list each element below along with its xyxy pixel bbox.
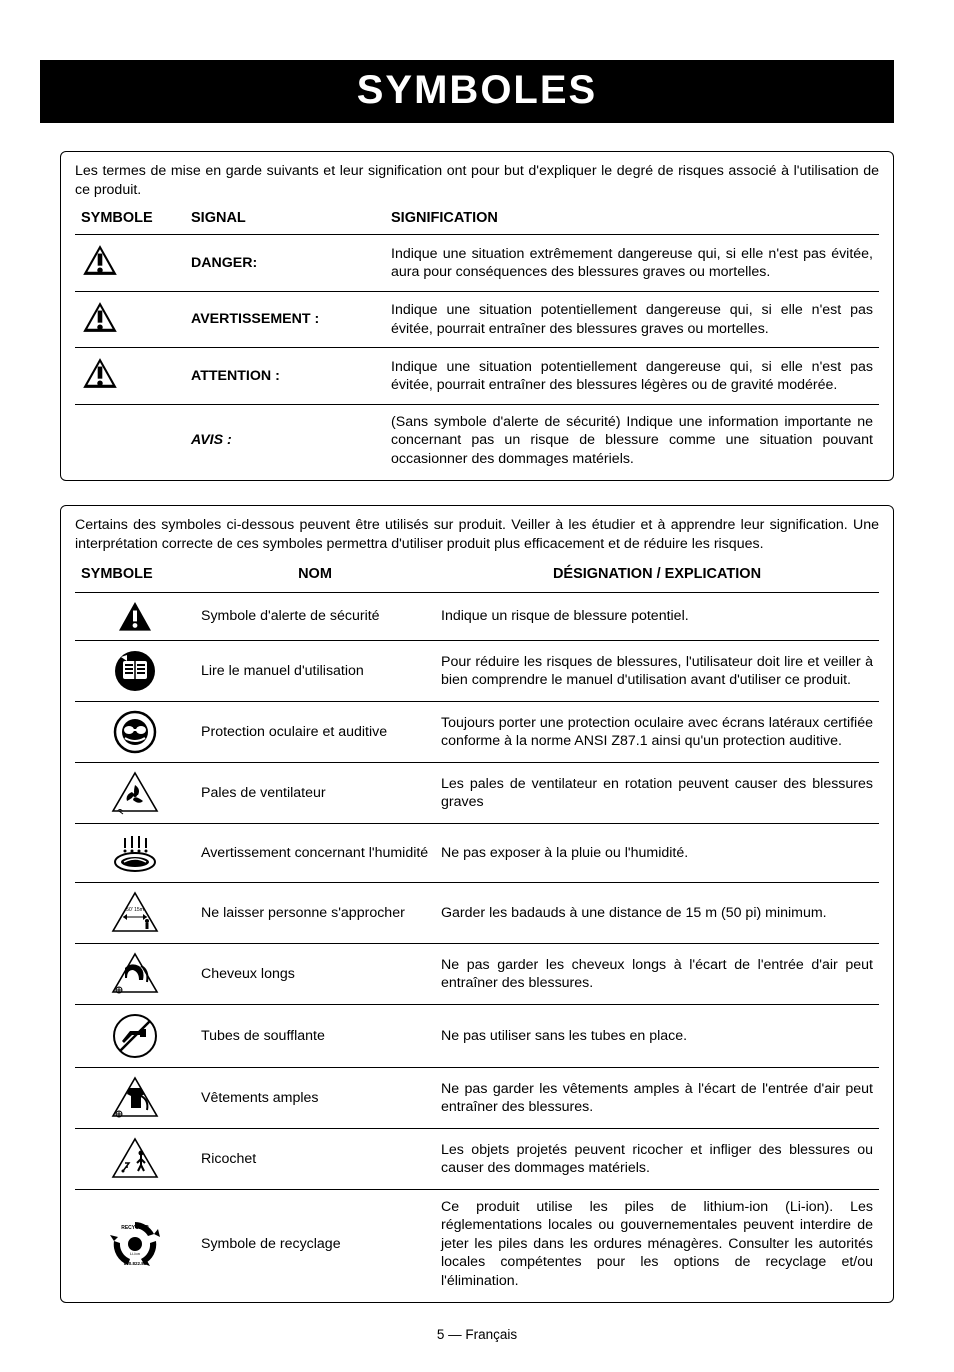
symbol-description: Ne pas garder les cheveux longs à l'écar…	[435, 944, 879, 1005]
symbol-name: Symbole d'alerte de sécurité	[195, 593, 435, 641]
svg-text:Li-Ion: Li-Ion	[130, 1251, 140, 1256]
symbol-name: Lire le manuel d'utilisation	[195, 641, 435, 702]
signal-row: ATTENTION :Indique une situation potenti…	[75, 348, 879, 404]
symbol-name: Avertissement concernant l'humidité	[195, 824, 435, 883]
signal-meaning: Indique une situation extrêmement danger…	[385, 235, 879, 291]
symbol-row: Symbole d'alerte de sécuritéIndique un r…	[75, 593, 879, 641]
symbol-name: Pales de ventilateur	[195, 763, 435, 824]
symbol-description: Ce produit utilise les piles de lithium-…	[435, 1190, 879, 1299]
symbol-row: Avertissement concernant l'humiditéNe pa…	[75, 824, 879, 883]
signal-row: DANGER:Indique une situation extrêmement…	[75, 235, 879, 291]
symbol-row: Vêtements amplesNe pas garder les vêteme…	[75, 1068, 879, 1129]
warning-triangle-icon	[75, 235, 185, 291]
signal-word: DANGER:	[185, 235, 385, 291]
symbol-name: Symbole de recyclage	[195, 1190, 435, 1299]
symbol-description: Ne pas exposer à la pluie ou l'humidité.	[435, 824, 879, 883]
signal-words-box: Les termes de mise en garde suivants et …	[60, 151, 894, 481]
bystander-icon: 50' 15m	[75, 883, 195, 944]
symbol-description: Ne pas utiliser sans les tubes en place.	[435, 1005, 879, 1068]
signal-word: AVIS :	[185, 404, 385, 476]
signal-row: AVIS :(Sans symbole d'alerte de sécurité…	[75, 404, 879, 476]
svg-text:50' 15m: 50' 15m	[126, 907, 144, 913]
symbol-name: Protection oculaire et auditive	[195, 702, 435, 763]
signal-word: AVERTISSEMENT :	[185, 291, 385, 347]
page-footer: 5 — Français	[60, 1327, 894, 1342]
symbols-intro-text: Certains des symboles ci-dessous peuvent…	[75, 516, 879, 554]
svg-text:800.822.88: 800.822.88	[124, 1261, 147, 1266]
hair-icon	[75, 944, 195, 1005]
symbol-name: Vêtements amples	[195, 1068, 435, 1129]
symbol-row: RicochetLes objets projetés peuvent rico…	[75, 1129, 879, 1190]
recycle-icon: RECYCLER Li-Ion 800.822.88	[75, 1190, 195, 1299]
symbol-row: Protection oculaire et auditiveToujours …	[75, 702, 879, 763]
symbol-row: 50' 15m Ne laisser personne s'approcherGa…	[75, 883, 879, 944]
signal-word: ATTENTION :	[185, 348, 385, 404]
warning-triangle-icon	[75, 348, 185, 404]
symbols-header-symbol: SYMBOLE	[75, 560, 195, 593]
symbol-name: Ricochet	[195, 1129, 435, 1190]
signal-row: AVERTISSEMENT :Indique une situation pot…	[75, 291, 879, 347]
signal-header-symbol: SYMBOLE	[75, 206, 185, 235]
symbol-row: Tubes de soufflanteNe pas utiliser sans …	[75, 1005, 879, 1068]
symbol-description: Toujours porter une protection oculaire …	[435, 702, 879, 763]
symbol-description: Pour réduire les risques de blessures, l…	[435, 641, 879, 702]
signal-header-signal: SIGNAL	[185, 206, 385, 235]
symbol-description: Ne pas garder les vêtements amples à l'é…	[435, 1068, 879, 1129]
signal-header-meaning: SIGNIFICATION	[385, 206, 879, 235]
symbols-header-name: NOM	[195, 560, 435, 593]
symbol-description: Les objets projetés peuvent ricocher et …	[435, 1129, 879, 1190]
symbol-name: Cheveux longs	[195, 944, 435, 1005]
alert-icon	[75, 593, 195, 641]
symbols-box: Certains des symboles ci-dessous peuvent…	[60, 505, 894, 1303]
page-container: SYMBOLES Les termes de mise en garde sui…	[0, 0, 954, 1372]
symbol-row: Pales de ventilateurLes pales de ventila…	[75, 763, 879, 824]
tubes-icon	[75, 1005, 195, 1068]
clothing-icon	[75, 1068, 195, 1129]
symbol-row: Cheveux longsNe pas garder les cheveux l…	[75, 944, 879, 1005]
eye-ear-icon	[75, 702, 195, 763]
symbol-description: Indique un risque de blessure potentiel.	[435, 593, 879, 641]
symbols-table: SYMBOLE NOM DÉSIGNATION / EXPLICATION Sy…	[75, 560, 879, 1298]
signal-meaning: Indique une situation potentiellement da…	[385, 291, 879, 347]
page-title: SYMBOLES	[60, 60, 894, 123]
svg-text:RECYCLER: RECYCLER	[121, 1225, 149, 1231]
symbol-description: Garder les badauds à une distance de 15 …	[435, 883, 879, 944]
signal-intro-text: Les termes de mise en garde suivants et …	[75, 162, 879, 200]
manual-icon	[75, 641, 195, 702]
symbols-header-desc: DÉSIGNATION / EXPLICATION	[435, 560, 879, 593]
symbol-row: RECYCLER Li-Ion 800.822.88 Symbole de recyc…	[75, 1190, 879, 1299]
symbol-row: Lire le manuel d'utilisationPour réduire…	[75, 641, 879, 702]
symbol-name: Tubes de soufflante	[195, 1005, 435, 1068]
signal-table: SYMBOLE SIGNAL SIGNIFICATION DANGER:Indi…	[75, 206, 879, 476]
signal-meaning: Indique une situation potentiellement da…	[385, 348, 879, 404]
warning-triangle-icon	[75, 404, 185, 476]
wet-icon	[75, 824, 195, 883]
signal-meaning: (Sans symbole d'alerte de sécurité) Indi…	[385, 404, 879, 476]
symbol-name: Ne laisser personne s'approcher	[195, 883, 435, 944]
fan-icon	[75, 763, 195, 824]
ricochet-icon	[75, 1129, 195, 1190]
warning-triangle-icon	[75, 291, 185, 347]
symbol-description: Les pales de ventilateur en rotation peu…	[435, 763, 879, 824]
